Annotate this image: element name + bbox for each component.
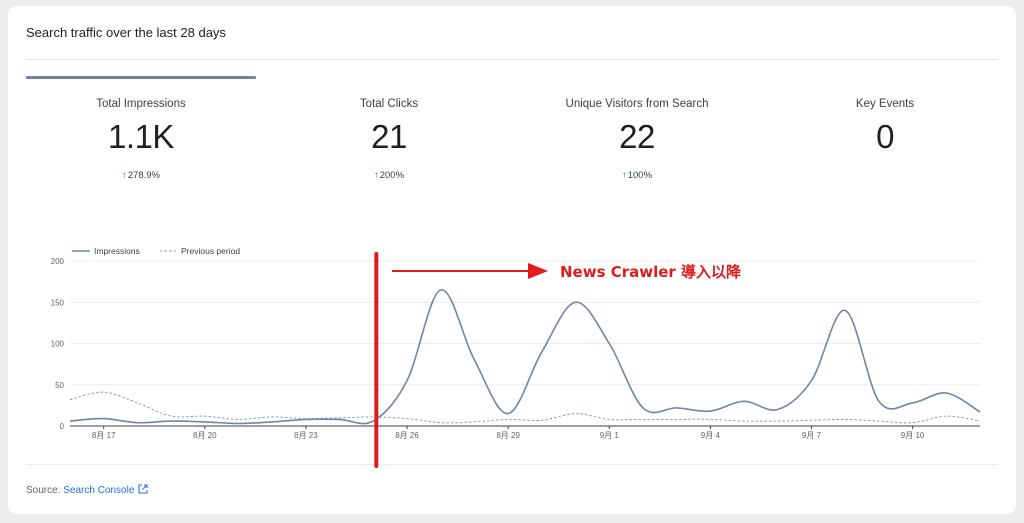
arrow-up-icon: ↑ [621,170,627,181]
annotation-arrow-head [528,263,548,279]
active-tab-indicator [26,76,256,79]
x-tick-label: 9月 10 [901,431,925,440]
y-tick-label: 0 [60,422,65,431]
legend-label-previous-period: Previous period [181,246,240,256]
metric-change-value: 278.9% [127,170,160,181]
metric-change: ↑278.9% [26,170,256,181]
metric-total-impressions[interactable]: Total Impressions 1.1K ↑278.9% [26,98,256,181]
y-tick-label: 50 [55,381,64,390]
metric-change: ↑100% [522,170,752,181]
arrow-up-icon: ↑ [373,170,379,181]
y-tick-label: 200 [51,257,65,266]
metric-change-value: 200% [379,170,405,181]
metric-unique-visitors[interactable]: Unique Visitors from Search 22 ↑100% [522,98,752,181]
metric-change: ↑200% [274,170,504,181]
card-title: Search traffic over the last 28 days [26,25,226,40]
metric-value: 1.1K [108,118,174,155]
series-line-impressions [69,289,981,425]
x-tick-label: 8月 23 [294,431,318,440]
x-tick-label: 8月 20 [193,431,217,440]
x-tick-label: 8月 29 [496,431,520,440]
external-link-icon[interactable] [138,484,148,497]
search-console-link[interactable]: Search Console [63,485,135,496]
metric-total-clicks[interactable]: Total Clicks 21 ↑200% [274,98,504,181]
metric-change-value: 100% [627,170,653,181]
metric-value: 0 [876,118,894,155]
metric-key-events[interactable]: Key Events 0 [770,98,1000,156]
x-tick-label: 9月 1 [600,431,620,440]
search-traffic-card: Search traffic over the last 28 days Tot… [8,6,1016,514]
y-tick-label: 100 [51,340,65,349]
x-tick-label: 8月 17 [92,431,116,440]
legend-label-impressions: Impressions [94,246,140,256]
x-tick-label: 9月 7 [802,431,822,440]
metric-label: Total Clicks [359,98,419,110]
source-line: Source: Search Console [26,484,148,497]
x-tick-label: 8月 26 [395,431,419,440]
x-tick-label: 9月 4 [701,431,721,440]
y-tick-label: 150 [51,298,65,307]
metric-value: 22 [619,118,655,155]
metric-value: 21 [371,118,407,155]
arrow-up-icon: ↑ [122,170,127,181]
source-prefix: Source: [26,485,61,496]
metric-label: Unique Visitors from Search [565,98,709,110]
series-line-previous-period [69,391,981,424]
title-divider [26,59,998,60]
metric-label: Total Impressions [96,98,186,110]
footer-divider [26,464,998,465]
annotation-label: News Crawler 導入以降 [560,263,742,281]
metric-label: Key Events [855,98,915,110]
